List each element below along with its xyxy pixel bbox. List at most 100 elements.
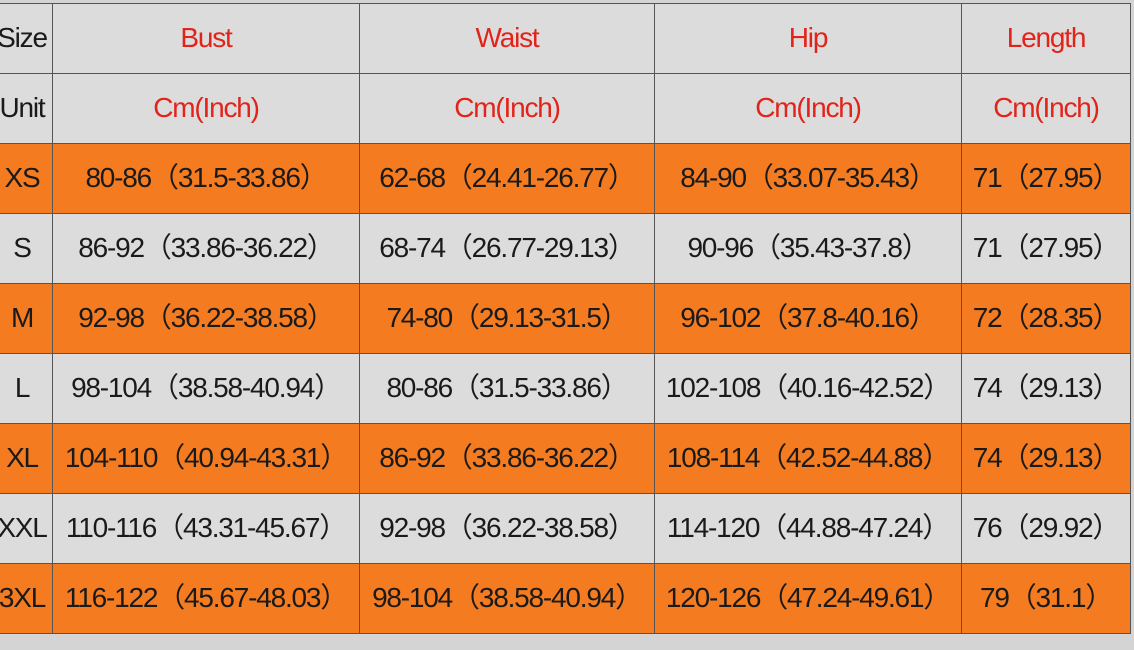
size-chart-table: Size Bust Waist Hip Length Unit Cm(Inch)… (0, 3, 1131, 634)
waist-value: 98-104（38.58-40.94） (372, 582, 643, 614)
table-row: XXL 110-116（43.31-45.67） 92-98（36.22-38.58… (0, 493, 1131, 564)
size-cell: XXL (0, 493, 53, 564)
waist-cell: 62-68（24.41-26.77） (359, 143, 655, 214)
waist-cell: 86-92（33.86-36.22） (359, 423, 655, 494)
size-cell: S (0, 213, 53, 284)
hip-value: 96-102（37.8-40.16） (680, 302, 937, 334)
bust-value: 80-86（31.5-33.86） (85, 162, 327, 194)
waist-cell: 92-98（36.22-38.58） (359, 493, 655, 564)
unit-text: Cm(Inch) (755, 92, 862, 124)
bust-value: 104-110（40.94-43.31） (64, 442, 348, 474)
size-value: M (10, 302, 34, 334)
size-cell: XL (0, 423, 53, 494)
waist-value: 74-80（29.13-31.5） (386, 302, 628, 334)
bust-cell: 80-86（31.5-33.86） (52, 143, 360, 214)
hip-value: 108-114（42.52-44.88） (666, 442, 950, 474)
waist-header: Waist (359, 3, 655, 74)
bust-value: 86-92（33.86-36.22） (78, 232, 335, 264)
unit-label-text: Unit (0, 92, 46, 124)
table-row: S 86-92（33.86-36.22） 68-74（26.77-29.13） 90-… (0, 213, 1131, 284)
length-value: 74（29.13） (972, 442, 1121, 474)
size-cell: 3XL (0, 563, 53, 634)
unit-text: Cm(Inch) (454, 92, 561, 124)
size-value: XXL (0, 512, 48, 544)
waist-value: 86-92（33.86-36.22） (379, 442, 636, 474)
bust-cell: 98-104（38.58-40.94） (52, 353, 360, 424)
size-rows: XS 80-86（31.5-33.86） 62-68（24.41-26.77） 84-… (0, 143, 1131, 634)
waist-cell: 68-74（26.77-29.13） (359, 213, 655, 284)
length-cell: 71（27.95） (961, 143, 1131, 214)
length-value: 71（27.95） (972, 232, 1121, 264)
bust-value: 116-122（45.67-48.03） (64, 582, 348, 614)
hip-cell: 90-96（35.43-37.8） (654, 213, 962, 284)
size-value: S (13, 232, 32, 264)
hip-value: 90-96（35.43-37.8） (687, 232, 929, 264)
size-value: XS (4, 162, 41, 194)
bust-cell: 116-122（45.67-48.03） (52, 563, 360, 634)
size-cell: L (0, 353, 53, 424)
hip-header-text: Hip (788, 22, 829, 54)
unit-row: Unit Cm(Inch) Cm(Inch) Cm(Inch) Cm(Inch) (0, 73, 1131, 144)
hip-cell: 120-126（47.24-49.61） (654, 563, 962, 634)
bust-value: 92-98（36.22-38.58） (78, 302, 335, 334)
length-value: 71（27.95） (972, 162, 1121, 194)
unit-cell: Cm(Inch) (654, 73, 962, 144)
length-header: Length (961, 3, 1131, 74)
hip-cell: 114-120（44.88-47.24） (654, 493, 962, 564)
header-row: Size Bust Waist Hip Length (0, 3, 1131, 74)
waist-cell: 74-80（29.13-31.5） (359, 283, 655, 354)
length-value: 72（28.35） (972, 302, 1121, 334)
table-row: 3XL 116-122（45.67-48.03） 98-104（38.58-40.9… (0, 563, 1131, 634)
length-value: 76（29.92） (972, 512, 1121, 544)
waist-header-text: Waist (475, 22, 540, 54)
length-value: 74（29.13） (972, 372, 1121, 404)
table-row: L 98-104（38.58-40.94） 80-86（31.5-33.86） 102… (0, 353, 1131, 424)
unit-text: Cm(Inch) (993, 92, 1100, 124)
bust-header-text: Bust (180, 22, 232, 54)
length-cell: 79（31.1） (961, 563, 1131, 634)
size-cell: XS (0, 143, 53, 214)
unit-label: Unit (0, 73, 53, 144)
bust-header: Bust (52, 3, 360, 74)
bust-value: 98-104（38.58-40.94） (71, 372, 342, 404)
table-row: XS 80-86（31.5-33.86） 62-68（24.41-26.77） 84-… (0, 143, 1131, 214)
waist-value: 62-68（24.41-26.77） (379, 162, 636, 194)
waist-value: 68-74（26.77-29.13） (379, 232, 636, 264)
unit-cell: Cm(Inch) (359, 73, 655, 144)
unit-cell: Cm(Inch) (961, 73, 1131, 144)
unit-text: Cm(Inch) (153, 92, 260, 124)
hip-header: Hip (654, 3, 962, 74)
length-value: 79（31.1） (979, 582, 1113, 614)
hip-value: 102-108（40.16-42.52） (665, 372, 951, 404)
table-row: XL 104-110（40.94-43.31） 86-92（33.86-36.22）… (0, 423, 1131, 494)
bust-value: 110-116（43.31-45.67） (65, 512, 347, 544)
waist-cell: 80-86（31.5-33.86） (359, 353, 655, 424)
hip-value: 84-90（33.07-35.43） (680, 162, 937, 194)
waist-value: 80-86（31.5-33.86） (386, 372, 628, 404)
bust-cell: 92-98（36.22-38.58） (52, 283, 360, 354)
unit-cell: Cm(Inch) (52, 73, 360, 144)
bust-cell: 104-110（40.94-43.31） (52, 423, 360, 494)
length-cell: 71（27.95） (961, 213, 1131, 284)
length-cell: 74（29.13） (961, 423, 1131, 494)
bust-cell: 110-116（43.31-45.67） (52, 493, 360, 564)
size-header: Size (0, 3, 53, 74)
hip-cell: 96-102（37.8-40.16） (654, 283, 962, 354)
length-header-text: Length (1006, 22, 1087, 54)
length-cell: 74（29.13） (961, 353, 1131, 424)
hip-value: 120-126（47.24-49.61） (665, 582, 951, 614)
hip-cell: 108-114（42.52-44.88） (654, 423, 962, 494)
size-value: XL (6, 442, 39, 474)
size-header-text: Size (0, 22, 48, 54)
hip-cell: 84-90（33.07-35.43） (654, 143, 962, 214)
hip-cell: 102-108（40.16-42.52） (654, 353, 962, 424)
bust-cell: 86-92（33.86-36.22） (52, 213, 360, 284)
waist-value: 92-98（36.22-38.58） (379, 512, 636, 544)
size-value: 3XL (0, 582, 46, 614)
hip-value: 114-120（44.88-47.24） (666, 512, 950, 544)
size-value: L (14, 372, 31, 404)
length-cell: 72（28.35） (961, 283, 1131, 354)
waist-cell: 98-104（38.58-40.94） (359, 563, 655, 634)
length-cell: 76（29.92） (961, 493, 1131, 564)
size-cell: M (0, 283, 53, 354)
